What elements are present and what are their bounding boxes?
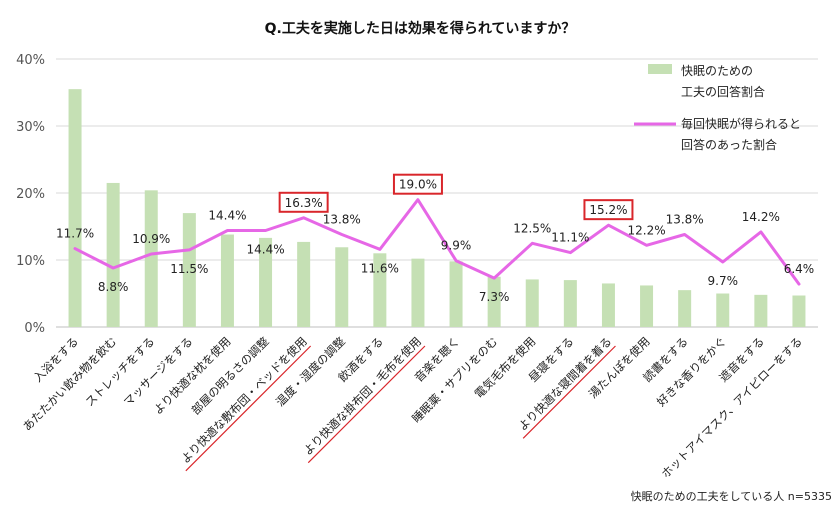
bar [144, 190, 158, 327]
bar [259, 237, 273, 327]
legend-bar-label: 快眠のための [681, 64, 753, 78]
highlight-underline [307, 345, 426, 464]
line-series [73, 198, 801, 286]
x-tick-label: 温度・湿度の調整 [273, 334, 348, 409]
chart-title: Q.工夫を実施した日は効果を得られていますか？ [265, 20, 576, 37]
data-label: 12.5% [513, 221, 551, 235]
y-tick-label: 20% [16, 187, 45, 202]
data-label: 13.8% [666, 213, 704, 227]
legend-bar-swatch [648, 64, 672, 74]
data-label: 16.3% [285, 196, 323, 210]
y-tick-label: 30% [16, 120, 45, 135]
data-label: 11.7% [56, 227, 94, 241]
highlight-underlines [185, 345, 616, 472]
bar [106, 182, 120, 327]
y-tick-label: 10% [16, 254, 45, 269]
bar [373, 253, 387, 327]
bar [68, 89, 82, 328]
bar [297, 241, 311, 327]
y-tick-label: 0% [24, 321, 45, 336]
data-label: 13.8% [323, 213, 361, 227]
bar [754, 294, 768, 327]
data-label: 6.4% [784, 262, 815, 276]
data-label: 10.9% [132, 232, 170, 246]
highlight-underline [522, 345, 616, 439]
x-axis-labels: 入浴をするあたたかい飲み物を飲むストレッチをするマッサージをするより快適な枕を使… [20, 334, 805, 481]
data-label: 9.9% [441, 239, 472, 253]
bar [182, 213, 196, 327]
data-label: 14.2% [742, 210, 780, 224]
x-tick-label: 好きな香りをかぐ [654, 334, 729, 409]
highlight-box [392, 173, 443, 195]
data-label: 15.2% [589, 203, 627, 217]
legend-line-label: 回答のあった割合 [681, 137, 777, 152]
data-label: 14.4% [246, 243, 284, 257]
bar [563, 280, 577, 327]
legend-line-label: 毎回快眠が得られると [681, 116, 801, 131]
bar [601, 283, 615, 327]
data-label: 19.0% [399, 178, 437, 192]
x-tick-label: ホットアイマスク、アイピローをする [658, 334, 805, 481]
footnote: 快眠のための工夫をしている人 n=5335 [631, 490, 832, 503]
highlight-underline [185, 345, 312, 472]
y-tick-label: 40% [16, 53, 45, 68]
bar [792, 295, 806, 327]
data-label: 8.8% [98, 280, 129, 294]
bar [411, 258, 425, 327]
bar [525, 279, 539, 327]
bar-series [68, 89, 806, 328]
highlight-box [583, 199, 634, 221]
data-label: 11.1% [551, 231, 589, 245]
series-line [73, 198, 801, 286]
data-label: 11.5% [170, 262, 208, 276]
bar [335, 247, 349, 327]
data-label: 14.4% [208, 209, 246, 223]
bar [716, 293, 730, 327]
bar [640, 285, 654, 327]
x-tick-label: ストレッチをする [82, 334, 157, 409]
x-tick-label: マッサージをする [121, 334, 196, 409]
bar [220, 234, 234, 327]
data-label: 7.3% [479, 290, 510, 304]
bar [487, 276, 501, 327]
data-label: 9.7% [708, 274, 739, 288]
bar [678, 290, 692, 327]
y-axis-ticks: 0% 10% 20% 30% 40% [16, 53, 45, 336]
data-label: 11.6% [361, 261, 399, 275]
bar [449, 261, 463, 327]
data-label: 12.2% [627, 223, 665, 237]
highlight-box [278, 191, 329, 213]
line-data-labels: 11.7%8.8%10.9%11.5%14.4%14.4%16.3%13.8%1… [56, 173, 815, 304]
legend-bar-label: 工夫の回答割合 [681, 84, 765, 99]
